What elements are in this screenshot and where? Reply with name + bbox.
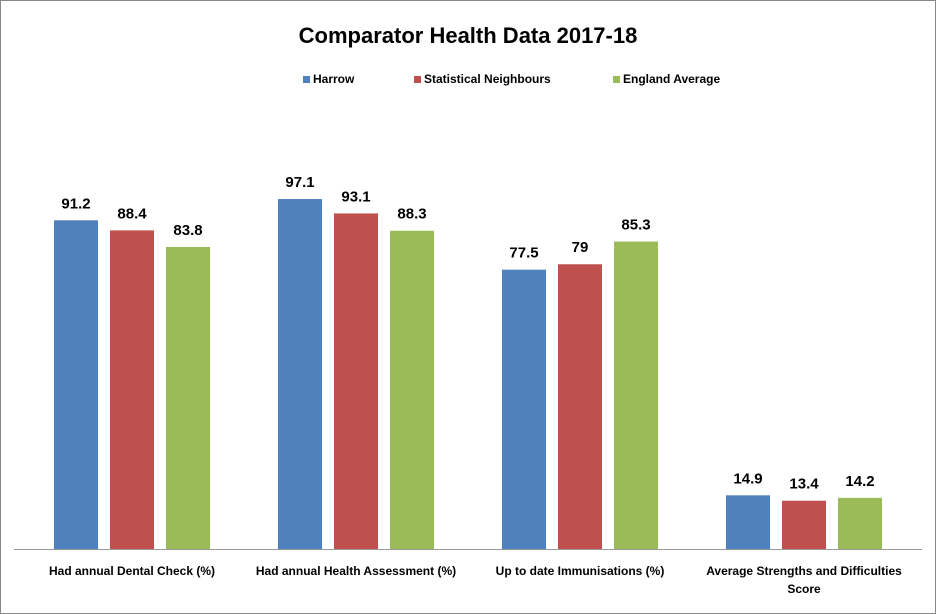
legend-label: England Average — [623, 72, 720, 86]
x-tick-label: Had annual Dental Check (%) — [48, 564, 216, 578]
data-label: 79 — [572, 239, 589, 256]
data-label: 97.1 — [285, 174, 314, 191]
legend-label: Statistical Neighbours — [424, 72, 551, 86]
bar — [390, 230, 434, 550]
bar — [502, 269, 546, 549]
data-label: 83.8 — [173, 222, 202, 239]
legend-swatch — [613, 76, 620, 83]
x-tick-label: Average Strengths and Difficulties Score — [706, 564, 902, 596]
chart-title: Comparator Health Data 2017-18 — [299, 23, 638, 48]
data-label: 14.9 — [733, 470, 762, 487]
x-tick-label: Up to date Immunisations (%) — [495, 564, 665, 578]
bar — [54, 220, 98, 550]
bar — [726, 495, 770, 549]
bar — [558, 264, 602, 549]
bar — [614, 241, 658, 550]
data-label: 88.4 — [117, 205, 147, 222]
legend-swatch — [303, 76, 310, 83]
data-label: 14.2 — [845, 473, 874, 490]
legend-label: Harrow — [313, 72, 355, 86]
bar — [110, 230, 154, 549]
data-label: 13.4 — [789, 476, 819, 493]
bar — [166, 246, 210, 550]
bar — [334, 213, 378, 549]
data-label: 85.3 — [621, 217, 650, 234]
data-label: 91.2 — [61, 195, 90, 212]
data-label: 88.3 — [397, 206, 426, 223]
x-tick-label: Had annual Health Assessment (%) — [255, 564, 457, 578]
data-label: 77.5 — [509, 245, 538, 262]
bar — [278, 199, 322, 550]
bar — [782, 500, 826, 549]
data-label: 93.1 — [341, 188, 370, 205]
legend-swatch — [414, 76, 421, 83]
bar — [838, 497, 882, 549]
